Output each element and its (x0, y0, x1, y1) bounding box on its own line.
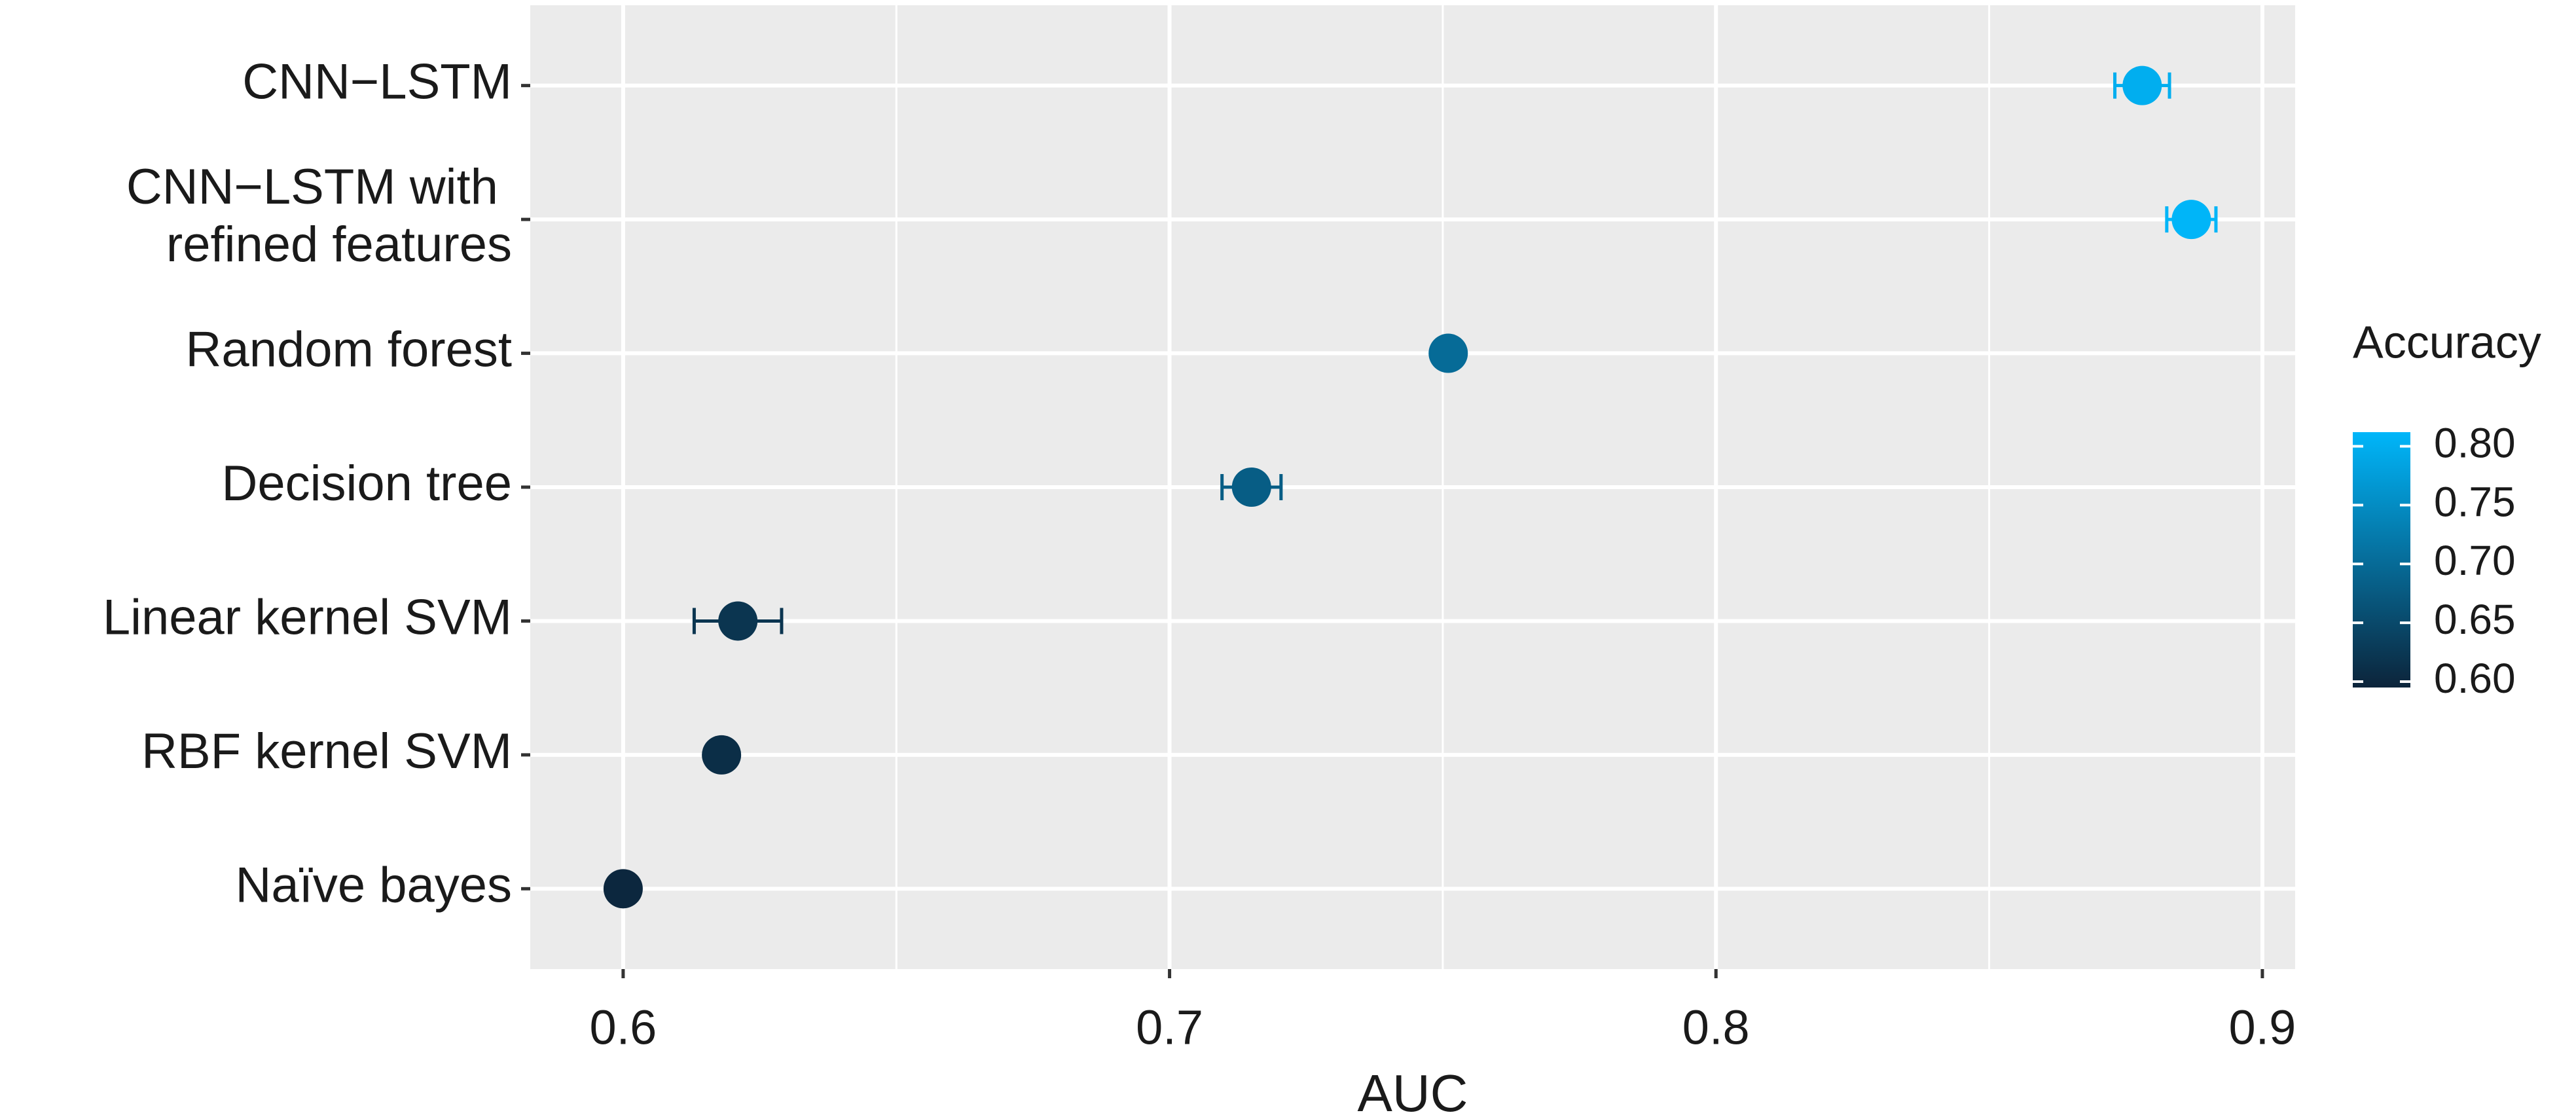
colorbar-label: 0.60 (2434, 655, 2516, 702)
dot (718, 601, 758, 641)
dot (1231, 468, 1271, 507)
x-tick-label: 0.8 (1682, 1000, 1750, 1055)
colorbar-label: 0.80 (2434, 419, 2516, 466)
colorbar (2353, 432, 2410, 688)
x-tick-label: 0.7 (1136, 1000, 1203, 1055)
dot (702, 735, 742, 775)
y-tick-label: Naïve bayes (236, 857, 512, 913)
y-tick-label: CNN−LSTM (242, 54, 512, 110)
x-axis-title: AUC (1358, 1064, 1468, 1119)
y-tick-label: Random forest (186, 322, 512, 378)
colorbar-label: 0.75 (2434, 478, 2516, 525)
dot (2171, 200, 2211, 240)
colorbar-label: 0.65 (2434, 596, 2516, 643)
x-tick-label: 0.6 (589, 1000, 657, 1055)
x-tick-label: 0.9 (2228, 1000, 2296, 1055)
y-tick-label: CNN−LSTM with refined features (126, 159, 512, 272)
dot (603, 869, 643, 909)
legend-title: Accuracy (2353, 316, 2541, 367)
y-tick-label: RBF kernel SVM (141, 724, 512, 779)
dot (1428, 333, 1468, 373)
colorbar-label: 0.70 (2434, 537, 2516, 584)
y-tick-label: Linear kernel SVM (103, 590, 512, 646)
y-tick-label: Decision tree (221, 456, 512, 511)
dot (2122, 65, 2162, 105)
